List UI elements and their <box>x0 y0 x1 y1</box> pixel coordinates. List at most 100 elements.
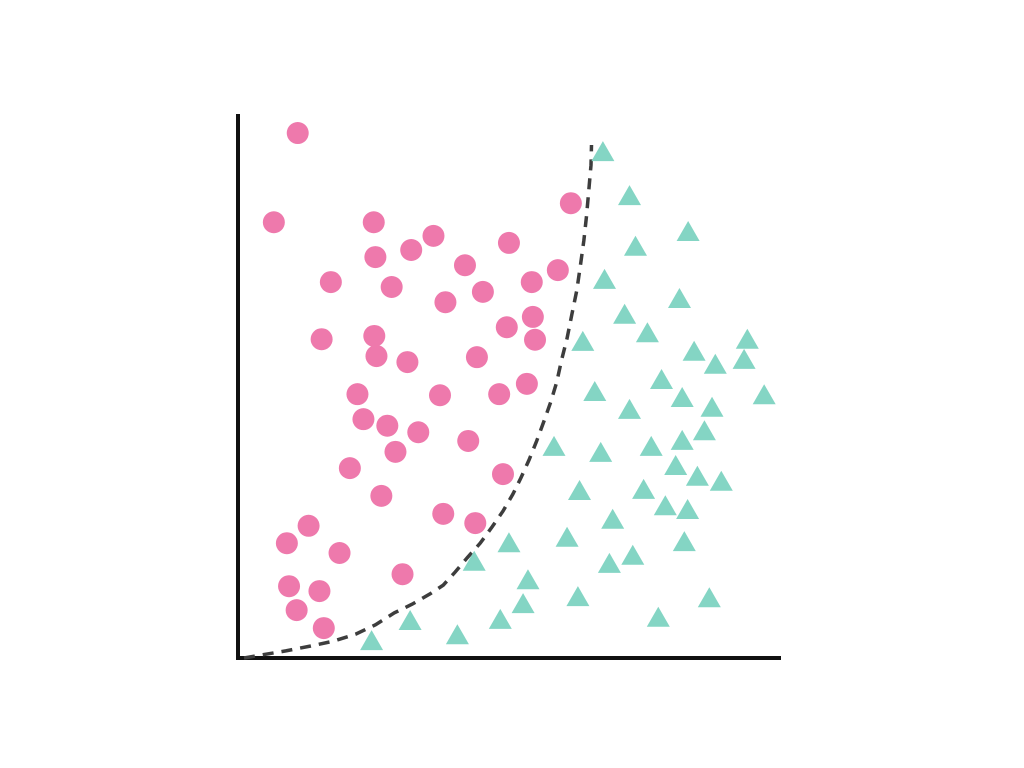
scatter-point-circle <box>521 305 544 328</box>
scatter-point-triangle <box>670 387 694 407</box>
scatter-point-triangle <box>445 624 469 645</box>
scatter-point-triangle <box>398 610 422 630</box>
scatter-point-circle <box>515 372 538 395</box>
scatter-point-triangle <box>488 608 512 629</box>
scatter-point-circle <box>465 346 488 369</box>
scatter-point-triangle <box>618 398 641 419</box>
scatter-point-circle <box>376 414 399 437</box>
decision-boundary-path <box>243 144 594 660</box>
scatter-point-triangle <box>462 550 486 571</box>
scatter-point-triangle <box>613 303 637 324</box>
scatter-point-triangle <box>601 508 625 529</box>
scatter-point-circle <box>338 457 361 480</box>
scatter-point-circle <box>559 192 582 215</box>
scatter-point-triangle <box>664 455 688 475</box>
scatter-point-triangle <box>511 593 535 614</box>
scatter-point-triangle <box>670 429 694 450</box>
scatter-point-circle <box>308 580 331 603</box>
scatter-point-circle <box>422 224 445 247</box>
scatter-point-circle <box>464 512 487 535</box>
scatter-point-circle <box>546 259 569 282</box>
scatter-point-circle <box>396 351 419 374</box>
scatter-point-triangle <box>676 499 700 519</box>
scatter-point-triangle <box>591 141 615 162</box>
scatter-point-triangle <box>735 328 759 349</box>
scatter-point-circle <box>262 211 285 234</box>
scatter-point-triangle <box>732 348 756 369</box>
scatter-point-triangle <box>360 630 384 651</box>
scatter-point-circle <box>275 532 298 555</box>
scatter-point-triangle <box>618 185 641 206</box>
scatter-point-triangle <box>668 288 691 308</box>
scatter-point-triangle <box>692 420 716 441</box>
scatter-point-circle <box>488 383 511 406</box>
scatter-point-triangle <box>632 478 656 499</box>
scatter-point-circle <box>495 316 518 339</box>
scatter-point-triangle <box>646 606 670 627</box>
scatter-point-circle <box>453 254 476 277</box>
scatter-point-circle <box>391 563 414 586</box>
scatter-point-triangle <box>589 441 613 462</box>
axes <box>236 114 781 660</box>
series-class-b-triangles <box>360 141 776 651</box>
scatter-point-circle <box>520 271 543 294</box>
scatter-point-circle <box>364 246 387 269</box>
scatter-point-triangle <box>709 470 733 491</box>
scatter-point-circle <box>297 514 320 537</box>
scatter-point-circle <box>285 599 308 622</box>
scatter-point-circle <box>380 275 403 298</box>
scatter-point-triangle <box>672 531 696 552</box>
series-class-a-circles <box>262 122 582 640</box>
scatter-point-circle <box>365 345 388 368</box>
scatter-point-triangle <box>542 435 566 456</box>
scatter-point-triangle <box>676 221 700 241</box>
scatter-point-circle <box>319 271 342 294</box>
scatter-point-triangle <box>685 465 709 486</box>
scatter-point-triangle <box>571 330 595 351</box>
scatter-point-triangle <box>497 532 521 553</box>
scatter-point-circle <box>491 463 514 486</box>
scatter-point-triangle <box>624 235 647 256</box>
scatter-point-triangle <box>583 381 607 401</box>
scatter-point-circle <box>328 542 351 565</box>
scatter-point-triangle <box>635 322 659 343</box>
scatter-point-circle <box>434 291 457 314</box>
scatter-point-triangle <box>639 435 663 456</box>
scatter-point-triangle <box>653 495 677 516</box>
scatter-point-triangle <box>516 569 540 590</box>
scatter-point-circle <box>407 421 430 444</box>
scatter-point-triangle <box>593 268 616 289</box>
scatter-point-triangle <box>697 587 721 608</box>
scatter-point-triangle <box>621 544 645 565</box>
scatter-point-circle <box>278 575 301 598</box>
scatter-point-triangle <box>752 384 776 405</box>
scatter-point-triangle <box>682 340 706 361</box>
scatter-point-circle <box>312 617 335 640</box>
scatter-point-circle <box>524 328 547 351</box>
scatter-point-triangle <box>568 480 591 500</box>
decision-boundary-curve <box>243 144 594 660</box>
scatter-point-circle <box>363 324 386 347</box>
scatter-point-triangle <box>650 369 673 389</box>
scatter-point-triangle <box>597 552 621 573</box>
scatter-point-circle <box>400 239 423 261</box>
scatter-point-circle <box>432 502 455 525</box>
scatter-point-triangle <box>703 353 727 374</box>
scatter-point-circle <box>362 211 385 234</box>
scatter-point-circle <box>346 383 369 406</box>
scatter-points <box>262 122 776 651</box>
scatter-point-triangle <box>566 586 590 607</box>
scatter-point-circle <box>286 122 309 145</box>
scatter-point-circle <box>471 280 494 303</box>
scatter-point-triangle <box>555 526 579 547</box>
scatter-point-circle <box>310 328 333 351</box>
scatter-point-circle <box>370 484 393 507</box>
scatter-point-triangle <box>700 396 724 417</box>
scatter-point-circle <box>457 429 480 452</box>
scatter-point-circle <box>428 384 451 407</box>
scatter-point-circle <box>384 440 407 463</box>
scatter-point-circle <box>497 231 520 254</box>
scatter-point-circle <box>352 408 375 431</box>
